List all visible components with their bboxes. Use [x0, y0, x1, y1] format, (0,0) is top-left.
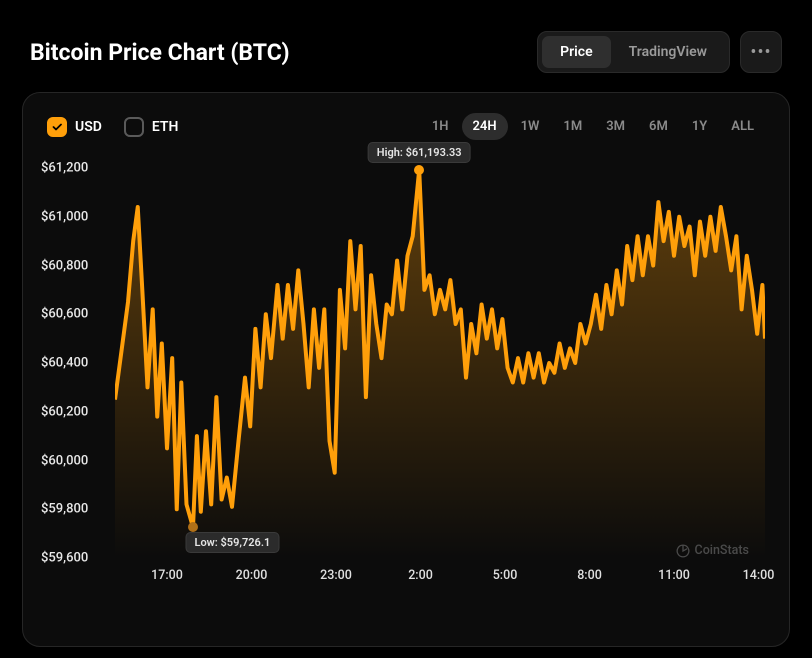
watermark-label: CoinStats [695, 543, 749, 558]
range-1w[interactable]: 1W [510, 113, 551, 140]
range-all[interactable]: ALL [720, 113, 765, 140]
x-tick-label: 11:00 [658, 568, 690, 583]
high-marker [414, 165, 424, 175]
x-tick-label: 20:00 [236, 568, 268, 583]
watermark: CoinStats [676, 543, 749, 558]
currency-check-eth[interactable]: ETH [124, 117, 179, 137]
y-tick-label: $59,600 [41, 551, 88, 566]
currency-check-group: USD ETH [47, 117, 178, 137]
page-title: Bitcoin Price Chart (BTC) [30, 39, 290, 66]
view-tab-tradingview[interactable]: TradingView [611, 36, 725, 68]
range-1h[interactable]: 1H [421, 113, 460, 140]
checkbox-icon [124, 117, 144, 137]
view-tab-price[interactable]: Price [542, 36, 611, 68]
view-mode-segmented: PriceTradingView [537, 31, 730, 73]
chart-card: USD ETH 1H24H1W1M3M6M1YALL $61,200 $61,000… [22, 92, 790, 647]
chart-area: $61,200$61,000$60,800$60,600$60,400$60,2… [41, 168, 771, 608]
checkbox-label: USD [75, 119, 102, 135]
range-3m[interactable]: 3M [595, 113, 636, 140]
range-6m[interactable]: 6M [638, 113, 679, 140]
x-axis-labels: 17:0020:0023:002:005:008:0011:0014:00 [115, 568, 765, 588]
y-tick-label: $61,000 [41, 209, 88, 224]
x-tick-label: 8:00 [577, 568, 602, 583]
time-range-group: 1H24H1W1M3M6M1YALL [421, 113, 765, 140]
y-tick-label: $60,800 [41, 258, 88, 273]
x-tick-label: 17:00 [151, 568, 183, 583]
currency-check-usd[interactable]: USD [47, 117, 102, 137]
x-tick-label: 5:00 [493, 568, 518, 583]
x-tick-label: 2:00 [408, 568, 433, 583]
coinstats-icon [676, 544, 690, 558]
range-24h[interactable]: 24H [462, 113, 508, 140]
y-tick-label: $61,200 [41, 161, 88, 176]
low-marker [188, 522, 198, 532]
high-annotation: High: $61,193.33 [368, 142, 471, 163]
range-1y[interactable]: 1Y [681, 113, 718, 140]
y-tick-label: $60,000 [41, 453, 88, 468]
range-1m[interactable]: 1M [552, 113, 593, 140]
y-axis-labels: $61,200$61,000$60,800$60,600$60,400$60,2… [41, 168, 111, 558]
ellipsis-icon: ••• [750, 42, 771, 63]
low-annotation: Low: $59,726.1 [186, 532, 280, 553]
y-tick-label: $60,600 [41, 307, 88, 322]
y-tick-label: $60,200 [41, 404, 88, 419]
checkbox-icon [47, 117, 67, 137]
more-button[interactable]: ••• [740, 31, 782, 73]
checkbox-label: ETH [152, 119, 179, 135]
y-tick-label: $59,800 [41, 502, 88, 517]
price-line-chart[interactable]: High: $61,193.33Low: $59,726.1 [115, 168, 765, 558]
y-tick-label: $60,400 [41, 356, 88, 371]
x-tick-label: 23:00 [320, 568, 352, 583]
x-tick-label: 14:00 [743, 568, 775, 583]
